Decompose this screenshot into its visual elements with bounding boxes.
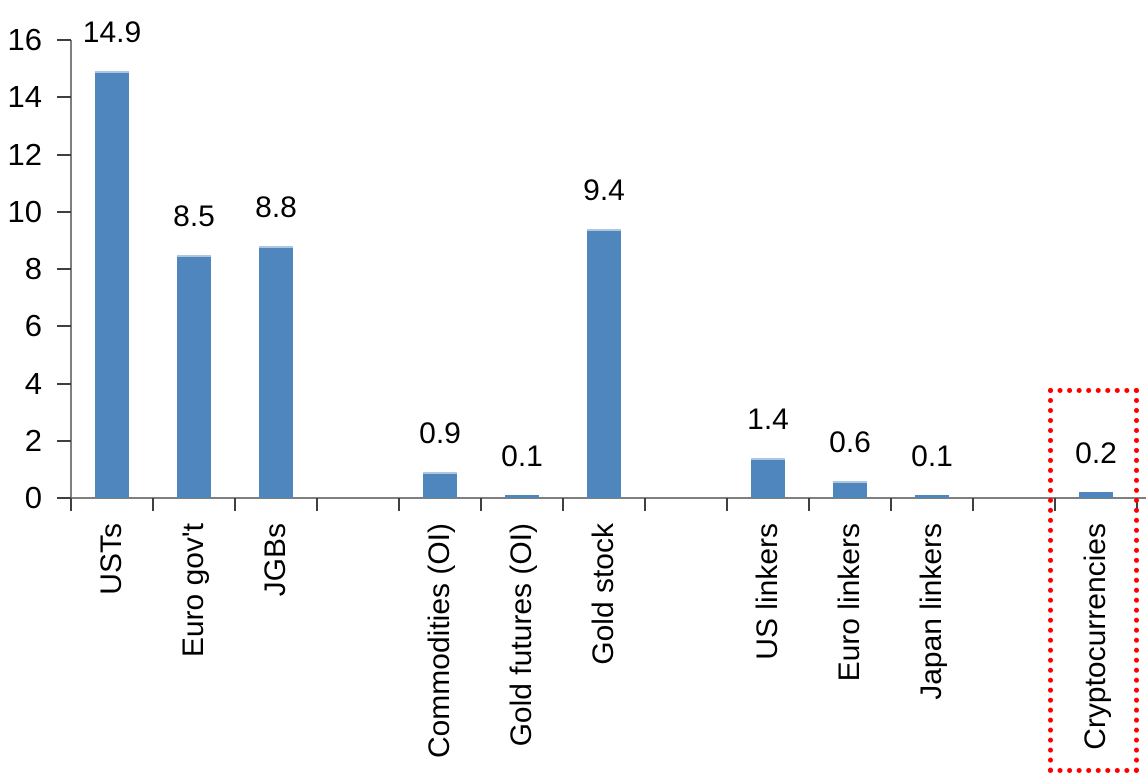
- y-axis-tick: [57, 39, 71, 41]
- bar-cryptocurrencies: [1079, 492, 1113, 498]
- y-axis-tick-label: 16: [7, 22, 42, 57]
- y-axis-tick-label: 8: [24, 251, 42, 286]
- y-axis-tick-label: 14: [7, 79, 42, 114]
- x-axis-line: [57, 497, 1146, 499]
- bar-euro-gov-t: [177, 255, 211, 498]
- value-label-cryptocurrencies: 0.2: [1075, 437, 1117, 470]
- x-axis-tick: [562, 498, 564, 511]
- x-axis-tick: [480, 498, 482, 511]
- bar-japan-linkers: [915, 495, 949, 498]
- y-axis-tick: [57, 211, 71, 213]
- x-axis-tick: [972, 498, 974, 511]
- x-axis-tick: [808, 498, 810, 511]
- x-axis-tick: [70, 498, 72, 511]
- value-label-euro-linkers: 0.6: [829, 426, 871, 459]
- x-axis-tick: [234, 498, 236, 511]
- bar-gold-futures-oi: [505, 495, 539, 498]
- value-label-gold-stock: 9.4: [583, 174, 625, 207]
- y-axis-tick-label: 0: [24, 480, 42, 515]
- bar-usts: [95, 71, 129, 498]
- y-axis-tick-label: 2: [24, 423, 42, 458]
- x-axis-tick: [1054, 498, 1056, 511]
- x-axis-tick: [398, 498, 400, 511]
- x-axis-tick: [152, 498, 154, 511]
- y-axis-tick: [57, 325, 71, 327]
- value-label-us-linkers: 1.4: [747, 403, 789, 436]
- bar-commodities-oi: [423, 472, 457, 498]
- y-axis-tick-label: 4: [24, 366, 42, 401]
- y-axis-line: [70, 40, 72, 499]
- value-label-jgbs: 8.8: [255, 191, 297, 224]
- bar-us-linkers: [751, 458, 785, 498]
- value-label-commodities-oi: 0.9: [419, 417, 461, 450]
- x-axis-tick: [316, 498, 318, 511]
- category-label-euro-linkers: Euro linkers: [833, 523, 866, 682]
- category-label-us-linkers: US linkers: [751, 523, 784, 660]
- y-axis-tick: [57, 497, 71, 499]
- x-axis-tick: [890, 498, 892, 511]
- y-axis-tick: [57, 440, 71, 442]
- value-label-euro-gov-t: 8.5: [173, 200, 215, 233]
- y-axis-tick: [57, 268, 71, 270]
- category-label-euro-gov-t: Euro gov't: [177, 523, 210, 658]
- value-label-usts: 14.9: [82, 16, 142, 49]
- bar-gold-stock: [587, 229, 621, 498]
- category-label-japan-linkers: Japan linkers: [915, 523, 948, 700]
- value-label-japan-linkers: 0.1: [911, 440, 953, 473]
- y-axis-tick: [57, 96, 71, 98]
- y-axis-tick: [57, 383, 71, 385]
- y-axis-tick-label: 12: [7, 137, 42, 172]
- y-axis-tick-label: 6: [24, 308, 42, 343]
- category-label-commodities-oi: Commodities (OI): [423, 523, 456, 759]
- category-label-gold-stock: Gold stock: [587, 523, 620, 665]
- highlight-box-cryptocurrencies: [1048, 388, 1139, 773]
- x-axis-tick: [726, 498, 728, 511]
- category-label-gold-futures-oi: Gold futures (OI): [505, 523, 538, 747]
- category-label-usts: USTs: [95, 523, 128, 595]
- value-label-gold-futures-oi: 0.1: [501, 440, 543, 473]
- bar-jgbs: [259, 246, 293, 498]
- x-axis-tick: [644, 498, 646, 511]
- category-label-jgbs: JGBs: [259, 523, 292, 597]
- y-axis-tick: [57, 154, 71, 156]
- y-axis-tick-label: 10: [7, 194, 42, 229]
- bar-euro-linkers: [833, 481, 867, 498]
